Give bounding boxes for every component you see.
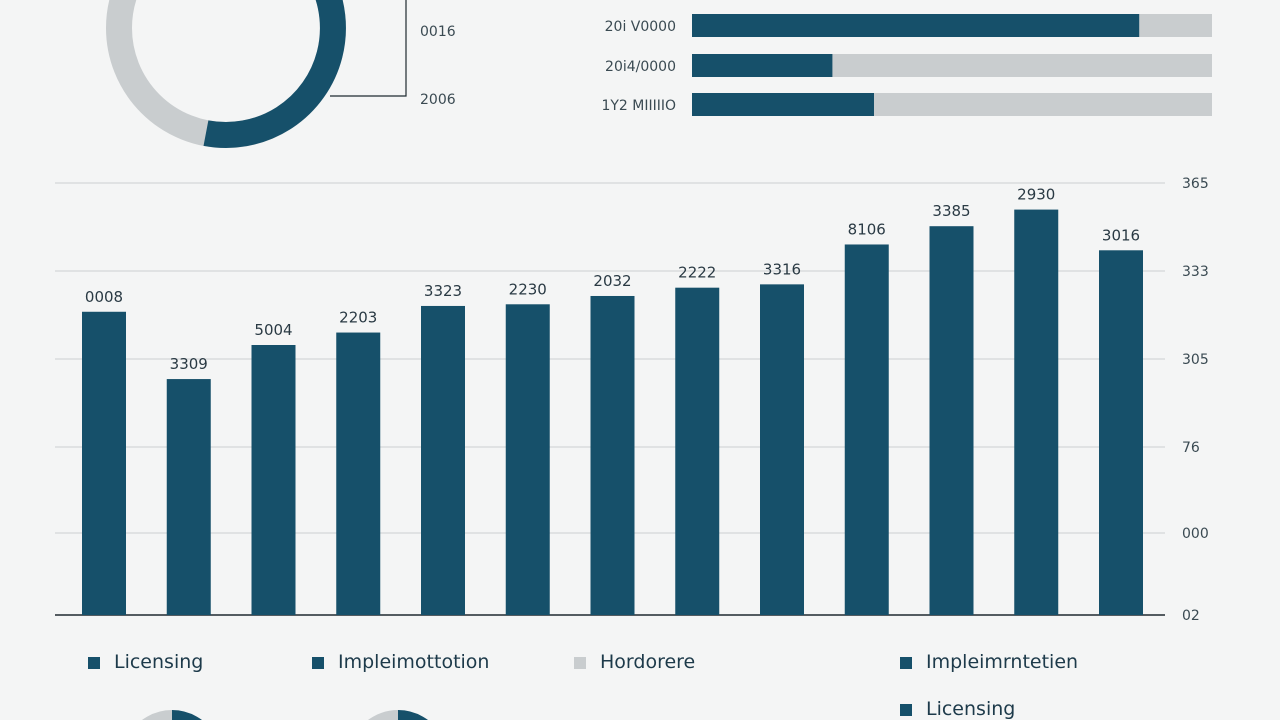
bar-value-label: 8106 [848, 220, 886, 238]
hbar [692, 93, 874, 116]
legend-swatch [900, 657, 912, 669]
mini-donut-1-track [142, 710, 173, 720]
mini-donut-1-segment [171, 710, 202, 720]
bar-chart-y-ticks: 02 000 76 305 333 365 [1182, 176, 1209, 624]
donut-chart: 0016 2006 [106, 0, 456, 148]
hbar-label: 20i V0000 [605, 19, 676, 35]
bar [421, 305, 465, 615]
bar-value-label: 2930 [1017, 186, 1055, 204]
mini-donut-2-segment [397, 710, 428, 720]
donut-label-2: 2006 [420, 92, 456, 108]
bar-value-label: 3309 [170, 355, 208, 373]
legend: Licensing Impleimottotion Hordorere Impleim… [88, 651, 1078, 720]
bar-value-label: 2222 [678, 264, 716, 282]
hbar-label: 1Y2 MIIIIIO [601, 98, 676, 114]
bar [166, 379, 211, 615]
legend-swatch [900, 704, 912, 716]
bar-chart-value-labels: 0008 3309 5004 2203 3323 2230 2032 2222 3316 8106… [85, 186, 1140, 373]
bar-value-label: 2203 [339, 309, 377, 327]
bar [929, 226, 974, 615]
legend-label: Licensing [926, 698, 1015, 720]
bar-chart-bars [82, 209, 1143, 616]
y-tick-label: 02 [1182, 608, 1200, 624]
donut-segment [203, 0, 346, 148]
bar-value-label: 2230 [509, 280, 547, 298]
y-tick-label: 305 [1182, 352, 1209, 368]
legend-label: Impleimrntetien [926, 651, 1078, 673]
bar [1014, 209, 1059, 616]
bar-value-label: 0008 [85, 288, 123, 306]
bar [336, 332, 381, 615]
bar-value-label: 3323 [424, 282, 462, 300]
y-tick-label: 76 [1182, 440, 1200, 456]
y-tick-label: 000 [1182, 526, 1209, 542]
bar-value-label: 2032 [593, 272, 631, 290]
bar [590, 295, 635, 615]
bar-value-label: 3016 [1102, 226, 1140, 244]
bar [844, 244, 889, 615]
bar-value-label: 3316 [763, 260, 801, 278]
bar-value-label: 3385 [932, 202, 970, 220]
legend-swatch [574, 657, 586, 669]
donut-leader-line [330, 0, 407, 97]
bar [1099, 250, 1143, 616]
donut-label-1: 0016 [420, 24, 456, 40]
legend-label: Hordorere [600, 651, 695, 673]
y-tick-label: 333 [1182, 264, 1209, 280]
bar [82, 311, 126, 615]
bar [251, 345, 296, 615]
legend-label: Impleimottotion [338, 651, 489, 673]
legend-label: Licensing [114, 651, 203, 673]
hbar [692, 54, 833, 77]
bar-value-label: 5004 [254, 321, 292, 339]
mini-donut-2-track [368, 710, 399, 720]
bar [505, 304, 550, 615]
legend-swatch [88, 657, 100, 669]
hbar-label: 20i4/0000 [605, 59, 676, 75]
bar [760, 284, 804, 615]
hbar [692, 14, 1140, 37]
bar [675, 287, 720, 615]
legend-swatch [312, 657, 324, 669]
horizontal-bar-chart: 20i V0000 20i4/0000 1Y2 MIIIIIO [601, 14, 1212, 116]
bottom-donuts [142, 710, 428, 720]
y-tick-label: 365 [1182, 176, 1209, 192]
